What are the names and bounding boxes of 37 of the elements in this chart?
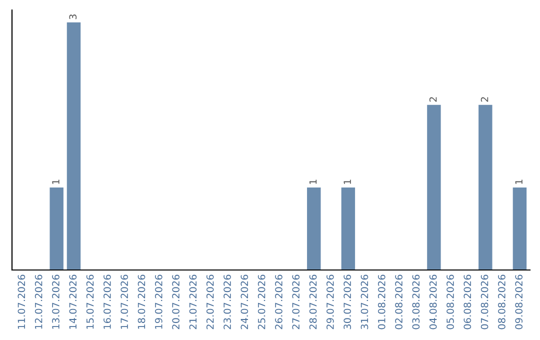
x-tick-label: 09.08.2026 (515, 274, 523, 330)
x-tick-label: 17.07.2026 (120, 274, 128, 329)
x-tick-label: 11.07.2026 (18, 274, 26, 329)
x-tick-label: 01.08.2026 (378, 274, 386, 330)
x-tick-label: 07.08.2026 (480, 274, 488, 330)
x-tick-label: 19.07.2026 (154, 274, 162, 329)
x-tick-label: 25.07.2026 (258, 274, 266, 330)
x-tick-label: 12.07.2026 (34, 274, 42, 329)
x-tick-label: 24.07.2026 (240, 274, 248, 330)
data-label: 2 (429, 97, 437, 102)
data-label: 1 (344, 180, 351, 184)
x-tick-label: 22.07.2026 (206, 274, 214, 330)
x-tick-label: 06.08.2026 (464, 274, 472, 330)
data-label: 1 (52, 180, 60, 184)
x-tick-label: 21.07.2026 (189, 274, 197, 330)
x-tick-label: 30.07.2026 (344, 274, 352, 330)
data-label: 1 (309, 180, 317, 184)
x-tick-label: 27.07.2026 (292, 274, 300, 330)
x-tick-label: 28.07.2026 (309, 274, 317, 330)
x-tick-label: 18.07.2026 (138, 274, 146, 329)
x-tick-label: 14.07.2026 (69, 274, 77, 329)
x-tick-label: 20.07.2026 (172, 274, 180, 330)
x-tick-label: 13.07.2026 (52, 274, 60, 329)
x-tick-label: 15.07.2026 (86, 274, 94, 329)
data-label: 3 (69, 14, 77, 20)
data-label: 1 (515, 180, 522, 184)
x-tick-label: 26.07.2026 (275, 274, 282, 330)
x-tick-label: 29.07.2026 (326, 274, 334, 330)
x-tick-label: 04.08.2026 (429, 274, 437, 330)
x-tick-label: 23.07.2026 (224, 274, 231, 330)
x-tick-label: 08.08.2026 (498, 274, 506, 330)
x-tick-label: 03.08.2026 (412, 274, 420, 330)
x-tick-label: 16.07.2026 (104, 274, 111, 329)
x-tick-label: 31.07.2026 (360, 274, 368, 330)
x-tick-label: 02.08.2026 (395, 274, 402, 330)
data-label: 2 (480, 97, 488, 102)
x-tick-label: 05.08.2026 (446, 274, 454, 330)
